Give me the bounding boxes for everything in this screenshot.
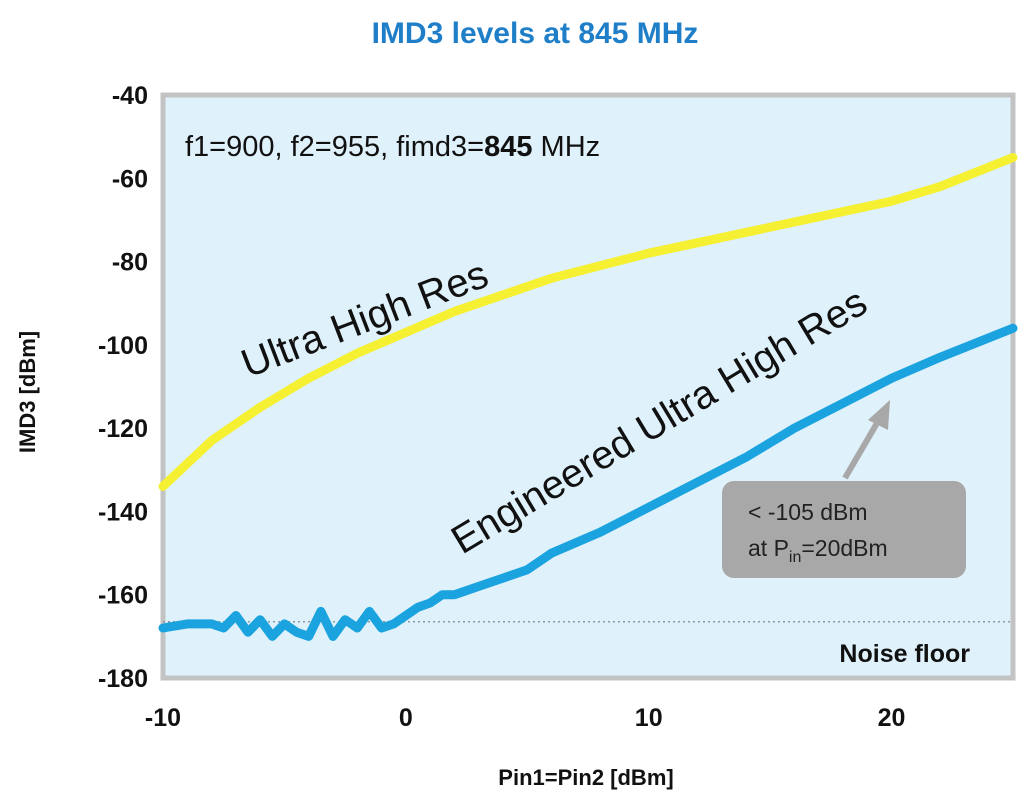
noise-floor-label: Noise floor [839,640,970,668]
y-tick-label: -160 [98,582,148,610]
y-tick-label: -120 [98,415,148,443]
x-tick-label: 10 [635,704,663,732]
x-tick-label: 20 [878,704,906,732]
y-axis-ticks: -40 -60 -80 -100 -120 -140 -160 -180 [98,82,148,693]
series-line-1 [158,323,1018,641]
callout-line-2: at Pin=20dBm [748,535,888,566]
y-tick-label: -40 [112,82,148,110]
y-tick-label: -80 [112,249,148,277]
y-tick-label: -180 [98,665,148,693]
callout-line-2-sub: in [789,549,801,566]
x-tick-label: -10 [145,704,181,732]
y-axis-label: IMD3 [dBm] [15,331,40,453]
callout-line-2-suffix: =20dBm [801,535,887,561]
callout-line-1: < -105 dBm [748,499,868,525]
callout: < -105 dBm at Pin=20dBm [722,400,966,578]
callout-box [722,481,966,578]
callout-line-2-prefix: at P [748,535,789,561]
chart-title: IMD3 levels at 845 MHz [372,17,699,50]
callout-arrow-shaft [842,416,883,480]
condition-text: f1=900, f2=955, fimd3=845 MHz [185,131,600,163]
y-tick-label: -60 [112,165,148,193]
y-tick-label: -100 [98,332,148,360]
x-axis-label: Pin1=Pin2 [dBm] [498,765,673,790]
y-tick-label: -140 [98,498,148,526]
condition-suffix: MHz [532,131,600,163]
callout-arrow-head [868,400,890,430]
x-axis-ticks: -10 0 10 20 [145,704,906,732]
condition-prefix: f1=900, f2=955, fimd3= [185,131,484,163]
x-tick-label: 0 [399,704,413,732]
series-layer [158,153,1018,641]
series-line-0 [158,153,1018,491]
condition-value: 845 [484,131,532,163]
